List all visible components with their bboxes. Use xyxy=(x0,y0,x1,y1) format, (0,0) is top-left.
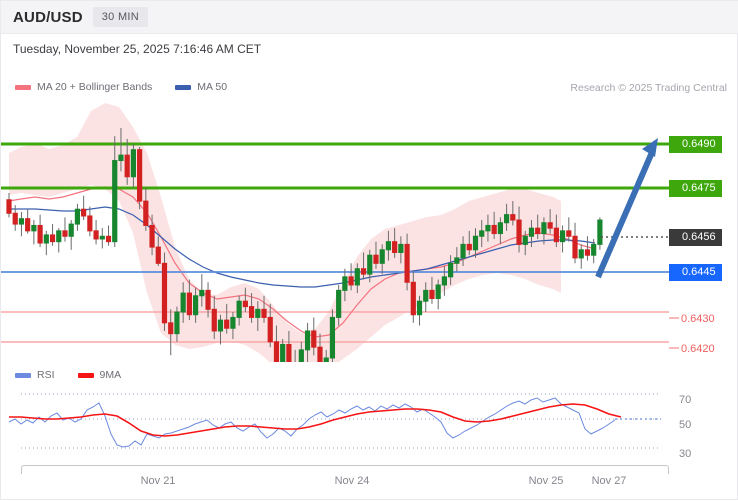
rsi-9ma-line xyxy=(9,403,622,437)
price-svg xyxy=(1,103,669,362)
copyright-label: Research © 2025 Trading Central xyxy=(570,82,727,94)
price-label-last[interactable]: 0.6456 xyxy=(669,229,722,246)
x-axis-rail[interactable] xyxy=(21,465,669,474)
candlestick-series xyxy=(6,128,603,362)
x-axis-tick: Nov 25 xyxy=(528,475,564,487)
price-label-resistance-2[interactable]: 0.6490 xyxy=(669,136,722,153)
legend-label: RSI xyxy=(37,369,55,381)
support-tick-marks xyxy=(669,317,679,349)
x-axis-tick: Nov 21 xyxy=(140,475,176,487)
bollinger-band-area xyxy=(9,103,561,362)
timestamp-label: Tuesday, November 25, 2025 7:16:46 AM CE… xyxy=(13,42,262,56)
x-axis-tick: Nov 24 xyxy=(334,475,370,487)
ma20-swatch xyxy=(15,84,31,90)
rsi-svg xyxy=(8,393,661,449)
price-label-support-2: 0.6420 xyxy=(681,343,715,355)
legend-item-9ma[interactable]: 9MA xyxy=(77,369,122,381)
legend-label: 9MA xyxy=(99,369,122,381)
ma50-swatch xyxy=(175,84,192,90)
rsi-chart-plot[interactable] xyxy=(1,386,669,464)
rsi-line xyxy=(8,397,616,448)
rsi-swatch xyxy=(15,372,31,378)
ma50-line xyxy=(9,206,596,288)
widget-header: AUD/USD 30 MIN xyxy=(1,1,738,34)
legend-label: MA 20 + Bollinger Bands xyxy=(37,81,153,93)
price-chart-plot[interactable] xyxy=(1,97,669,362)
price-label-resistance-1[interactable]: 0.6475 xyxy=(669,180,722,197)
legend-item-ma50[interactable]: MA 50 xyxy=(175,81,227,93)
rsi-legend: RSI 9MA xyxy=(15,369,137,381)
legend-item-rsi[interactable]: RSI xyxy=(15,369,55,381)
legend-label: MA 50 xyxy=(197,81,228,93)
x-axis-tick: Nov 27 xyxy=(591,475,627,487)
symbol-title: AUD/USD xyxy=(13,8,83,26)
rsi-9ma-swatch xyxy=(77,372,94,378)
timeframe-badge[interactable]: 30 MIN xyxy=(92,7,149,27)
price-legend: MA 20 + Bollinger Bands MA 50 xyxy=(15,81,243,93)
rsi-axis-label-30: 30 xyxy=(679,448,692,460)
rsi-axis-label-50: 50 xyxy=(679,419,692,431)
price-axis-right: 0.6490 0.6475 0.6456 0.6445 0.6430 0.642… xyxy=(669,1,738,501)
bullish-arrow-annotation xyxy=(595,138,658,279)
legend-item-ma20[interactable]: MA 20 + Bollinger Bands xyxy=(15,81,152,93)
price-label-pivot[interactable]: 0.6445 xyxy=(669,264,722,281)
price-label-support-1: 0.6430 xyxy=(681,313,715,325)
rsi-axis-label-70: 70 xyxy=(679,394,692,406)
